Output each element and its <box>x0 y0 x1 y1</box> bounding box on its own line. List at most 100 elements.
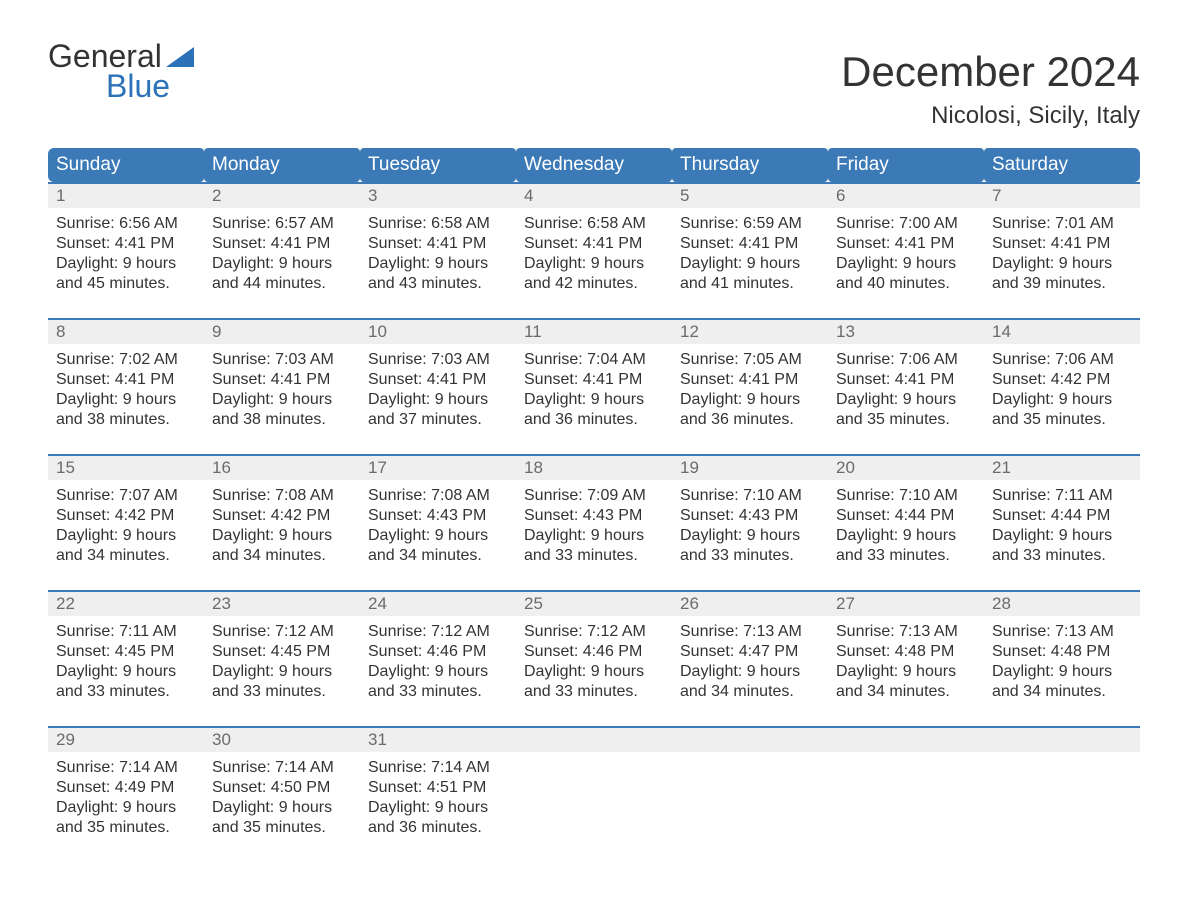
day-cell: Sunrise: 7:08 AMSunset: 4:43 PMDaylight:… <box>360 480 516 590</box>
daylight-text: Daylight: 9 hours <box>992 254 1132 274</box>
sunrise-text: Sunrise: 7:02 AM <box>56 350 196 370</box>
week-daynum-row: 15161718192021 <box>48 454 1140 480</box>
day-number: 10 <box>360 318 516 344</box>
daylight-text: and 38 minutes. <box>56 410 196 430</box>
sunrise-text: Sunrise: 7:13 AM <box>992 622 1132 642</box>
daylight-text: Daylight: 9 hours <box>836 662 976 682</box>
day-number: 13 <box>828 318 984 344</box>
month-title: December 2024 <box>841 48 1140 96</box>
sunset-text: Sunset: 4:47 PM <box>680 642 820 662</box>
day-number <box>672 726 828 752</box>
dow-monday: Monday <box>204 148 360 182</box>
day-cell: Sunrise: 7:13 AMSunset: 4:48 PMDaylight:… <box>984 616 1140 726</box>
daylight-text: Daylight: 9 hours <box>836 526 976 546</box>
daylight-text: and 38 minutes. <box>212 410 352 430</box>
sunset-text: Sunset: 4:46 PM <box>368 642 508 662</box>
dow-thursday: Thursday <box>672 148 828 182</box>
daylight-text: Daylight: 9 hours <box>368 798 508 818</box>
day-number: 5 <box>672 182 828 208</box>
daylight-text: Daylight: 9 hours <box>992 662 1132 682</box>
sunset-text: Sunset: 4:41 PM <box>836 234 976 254</box>
daylight-text: and 34 minutes. <box>680 682 820 702</box>
week-daynum-row: 891011121314 <box>48 318 1140 344</box>
sunset-text: Sunset: 4:42 PM <box>992 370 1132 390</box>
daylight-text: Daylight: 9 hours <box>56 526 196 546</box>
sunset-text: Sunset: 4:45 PM <box>212 642 352 662</box>
sunset-text: Sunset: 4:42 PM <box>212 506 352 526</box>
day-cell: Sunrise: 7:14 AMSunset: 4:49 PMDaylight:… <box>48 752 204 862</box>
day-cell: Sunrise: 6:58 AMSunset: 4:41 PMDaylight:… <box>360 208 516 318</box>
daylight-text: Daylight: 9 hours <box>836 390 976 410</box>
daylight-text: Daylight: 9 hours <box>212 390 352 410</box>
day-cell <box>672 752 828 862</box>
daylight-text: Daylight: 9 hours <box>56 798 196 818</box>
day-number: 7 <box>984 182 1140 208</box>
sunrise-text: Sunrise: 7:04 AM <box>524 350 664 370</box>
daylight-text: Daylight: 9 hours <box>680 662 820 682</box>
day-cell: Sunrise: 7:06 AMSunset: 4:42 PMDaylight:… <box>984 344 1140 454</box>
sunset-text: Sunset: 4:41 PM <box>680 370 820 390</box>
day-cell: Sunrise: 7:11 AMSunset: 4:45 PMDaylight:… <box>48 616 204 726</box>
calendar-weeks-body: 1234567Sunrise: 6:56 AMSunset: 4:41 PMDa… <box>48 182 1140 862</box>
day-number: 30 <box>204 726 360 752</box>
day-cell: Sunrise: 7:11 AMSunset: 4:44 PMDaylight:… <box>984 480 1140 590</box>
day-number <box>516 726 672 752</box>
daylight-text: Daylight: 9 hours <box>368 390 508 410</box>
sunset-text: Sunset: 4:41 PM <box>212 234 352 254</box>
day-number <box>828 726 984 752</box>
day-number: 6 <box>828 182 984 208</box>
daylight-text: Daylight: 9 hours <box>56 390 196 410</box>
daylight-text: and 45 minutes. <box>56 274 196 294</box>
sunrise-text: Sunrise: 7:13 AM <box>680 622 820 642</box>
day-cell <box>516 752 672 862</box>
sunset-text: Sunset: 4:41 PM <box>524 234 664 254</box>
day-number: 28 <box>984 590 1140 616</box>
day-cell: Sunrise: 7:13 AMSunset: 4:48 PMDaylight:… <box>828 616 984 726</box>
sunrise-text: Sunrise: 7:14 AM <box>56 758 196 778</box>
day-cell: Sunrise: 7:10 AMSunset: 4:44 PMDaylight:… <box>828 480 984 590</box>
daylight-text: Daylight: 9 hours <box>368 254 508 274</box>
sunset-text: Sunset: 4:43 PM <box>368 506 508 526</box>
daylight-text: Daylight: 9 hours <box>524 390 664 410</box>
day-cell: Sunrise: 7:10 AMSunset: 4:43 PMDaylight:… <box>672 480 828 590</box>
sunrise-text: Sunrise: 6:56 AM <box>56 214 196 234</box>
sunset-text: Sunset: 4:48 PM <box>992 642 1132 662</box>
week-daynum-row: 22232425262728 <box>48 590 1140 616</box>
daylight-text: Daylight: 9 hours <box>56 254 196 274</box>
day-cell: Sunrise: 7:04 AMSunset: 4:41 PMDaylight:… <box>516 344 672 454</box>
daylight-text: and 34 minutes. <box>368 546 508 566</box>
sunrise-text: Sunrise: 6:58 AM <box>368 214 508 234</box>
daylight-text: Daylight: 9 hours <box>212 254 352 274</box>
day-number: 25 <box>516 590 672 616</box>
day-number: 27 <box>828 590 984 616</box>
sunrise-text: Sunrise: 7:08 AM <box>368 486 508 506</box>
sunset-text: Sunset: 4:44 PM <box>836 506 976 526</box>
daylight-text: and 35 minutes. <box>56 818 196 838</box>
dow-tuesday: Tuesday <box>360 148 516 182</box>
day-number: 1 <box>48 182 204 208</box>
day-number: 2 <box>204 182 360 208</box>
week-body-row: Sunrise: 6:56 AMSunset: 4:41 PMDaylight:… <box>48 208 1140 318</box>
sunrise-text: Sunrise: 7:10 AM <box>680 486 820 506</box>
calendar-page: General Blue December 2024 Nicolosi, Sic… <box>0 0 1188 918</box>
daylight-text: and 34 minutes. <box>56 546 196 566</box>
daylight-text: Daylight: 9 hours <box>212 662 352 682</box>
dow-saturday: Saturday <box>984 148 1140 182</box>
day-cell: Sunrise: 7:09 AMSunset: 4:43 PMDaylight:… <box>516 480 672 590</box>
header-row: General Blue December 2024 Nicolosi, Sic… <box>48 40 1140 130</box>
sunrise-text: Sunrise: 7:03 AM <box>212 350 352 370</box>
sunrise-text: Sunrise: 7:12 AM <box>524 622 664 642</box>
sunset-text: Sunset: 4:45 PM <box>56 642 196 662</box>
sunset-text: Sunset: 4:43 PM <box>524 506 664 526</box>
sunrise-text: Sunrise: 7:05 AM <box>680 350 820 370</box>
sunset-text: Sunset: 4:49 PM <box>56 778 196 798</box>
daylight-text: and 37 minutes. <box>368 410 508 430</box>
sunrise-text: Sunrise: 7:14 AM <box>368 758 508 778</box>
daylight-text: and 33 minutes. <box>680 546 820 566</box>
day-cell: Sunrise: 6:58 AMSunset: 4:41 PMDaylight:… <box>516 208 672 318</box>
sunset-text: Sunset: 4:42 PM <box>56 506 196 526</box>
generalblue-logo: General Blue <box>48 40 194 102</box>
daylight-text: Daylight: 9 hours <box>368 526 508 546</box>
sunset-text: Sunset: 4:51 PM <box>368 778 508 798</box>
sunrise-text: Sunrise: 7:06 AM <box>836 350 976 370</box>
